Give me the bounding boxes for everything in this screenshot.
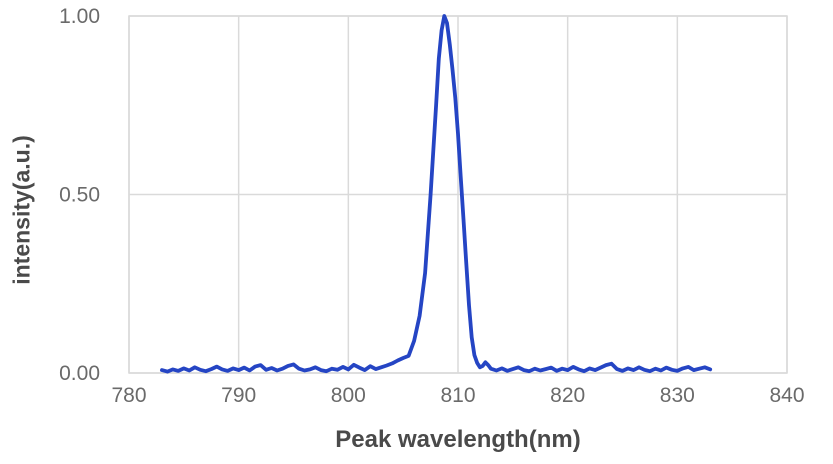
y-tick-label: 0.50 — [59, 184, 100, 207]
y-tick-label: 0.00 — [59, 362, 100, 385]
x-tick-label: 830 — [660, 384, 695, 407]
x-tick-label: 790 — [221, 384, 256, 407]
y-tick-label: 1.00 — [59, 5, 100, 28]
x-axis-title: Peak wavelength(nm) — [335, 426, 581, 453]
x-tick-label: 780 — [111, 384, 146, 407]
x-tick-label: 810 — [440, 384, 475, 407]
x-tick-label: 820 — [550, 384, 585, 407]
y-axis-title: intensity(a.u.) — [8, 135, 35, 285]
x-tick-label: 800 — [331, 384, 366, 407]
plot-border — [128, 15, 788, 374]
x-tick-label: 840 — [769, 384, 804, 407]
spectrum-line — [160, 14, 713, 374]
